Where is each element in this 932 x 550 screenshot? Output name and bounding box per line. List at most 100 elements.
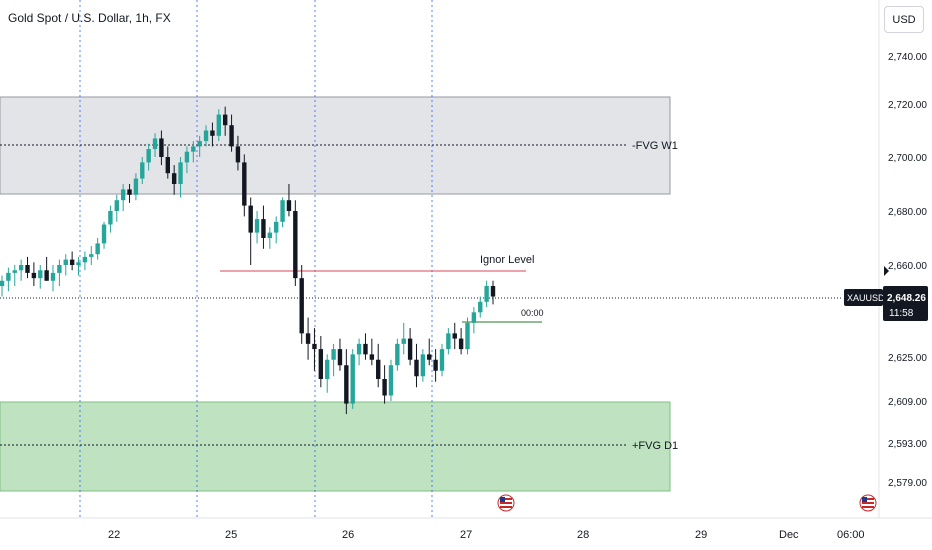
candle-body[interactable] [63, 259, 68, 265]
candle-body[interactable] [197, 141, 202, 147]
candle-body[interactable] [210, 130, 215, 136]
candle-body[interactable] [89, 254, 94, 257]
y-tick-label: 2,625.00 [888, 353, 927, 364]
x-tick-label: 26 [342, 529, 354, 541]
candle-body[interactable] [273, 221, 279, 233]
candle-body[interactable] [305, 333, 311, 344]
candle-body[interactable] [242, 162, 247, 206]
y-tick-label: 2,660.00 [888, 261, 927, 272]
candle-body[interactable] [152, 138, 158, 150]
candle-body[interactable] [216, 114, 222, 136]
candle-body[interactable] [140, 162, 145, 179]
y-tick-label: 2,579.00 [888, 478, 927, 489]
candle-body[interactable] [0, 280, 5, 287]
candle-body[interactable] [222, 114, 228, 126]
candle-body[interactable] [146, 149, 151, 163]
candle-body[interactable] [165, 157, 170, 174]
candle-body[interactable] [433, 359, 438, 371]
ignore-level-label: Ignor Level [480, 254, 534, 266]
candle-body[interactable] [420, 354, 426, 377]
candle-body[interactable] [280, 200, 285, 222]
candle-body[interactable] [114, 200, 119, 211]
candle-body[interactable] [108, 211, 113, 225]
candle-body[interactable] [50, 272, 56, 281]
candle-body[interactable] [57, 265, 62, 273]
x-tick-label: Dec [779, 529, 799, 541]
candle-body[interactable] [388, 365, 394, 396]
last-price-value: 2,648.26 [887, 293, 926, 304]
candle-body[interactable] [458, 338, 464, 350]
candle-body[interactable] [478, 301, 483, 313]
symbol-price-tag [844, 289, 883, 306]
candle-body[interactable] [350, 354, 355, 404]
candle-body[interactable] [401, 338, 406, 344]
candle-body[interactable] [363, 343, 368, 355]
x-tick-label: 29 [695, 529, 707, 541]
x-tick-label: 27 [460, 529, 472, 541]
us-flag-event-icon[interactable] [859, 494, 877, 512]
candle-body[interactable] [427, 354, 432, 360]
candle-body[interactable] [356, 343, 362, 355]
candle-body[interactable] [325, 359, 330, 379]
candle-body[interactable] [235, 146, 241, 163]
fvg-d1-zone [0, 401, 671, 492]
candle-body[interactable] [44, 270, 49, 281]
candle-body[interactable] [76, 262, 81, 265]
candle-body[interactable] [471, 312, 477, 323]
candle-body[interactable] [337, 349, 343, 366]
candle-body[interactable] [465, 322, 470, 350]
candle-body[interactable] [6, 272, 11, 281]
candle-body[interactable] [318, 349, 324, 379]
candle-body[interactable] [299, 278, 304, 334]
candle-body[interactable] [439, 349, 445, 371]
candle-body[interactable] [331, 349, 336, 360]
candle-body[interactable] [414, 359, 419, 377]
candle-body[interactable] [344, 365, 349, 404]
last-price-tag [883, 286, 928, 321]
candle-body[interactable] [484, 286, 489, 302]
candle-body[interactable] [191, 146, 196, 152]
candle-body[interactable] [452, 333, 457, 339]
candle-body[interactable] [203, 130, 209, 142]
candle-body[interactable] [184, 151, 190, 163]
fvg-w1-label: -FVG W1 [632, 140, 678, 152]
candle-body[interactable] [267, 232, 273, 238]
candle-body[interactable] [254, 219, 260, 233]
candle-body[interactable] [171, 173, 177, 184]
candle-body[interactable] [369, 354, 375, 360]
candle-body[interactable] [312, 343, 317, 350]
candle-body[interactable] [293, 211, 298, 279]
candle-body[interactable] [12, 270, 17, 273]
candle-body[interactable] [159, 138, 164, 157]
candle-body[interactable] [446, 333, 451, 350]
candle-body[interactable] [18, 265, 24, 271]
candle-body[interactable] [25, 265, 30, 273]
candle-body[interactable] [382, 379, 387, 396]
currency-button[interactable]: USD [884, 6, 924, 33]
candle-body[interactable] [395, 343, 400, 366]
candle-body[interactable] [376, 359, 381, 379]
candle-body[interactable] [101, 224, 107, 244]
candle-body[interactable] [229, 125, 234, 147]
candle-body[interactable] [286, 200, 292, 211]
candle-body[interactable] [95, 243, 100, 255]
candle-body[interactable] [120, 189, 126, 201]
candle-body[interactable] [69, 259, 75, 265]
us-flag-event-icon[interactable] [497, 494, 515, 512]
candle-body[interactable] [178, 162, 183, 184]
candle-body[interactable] [31, 272, 37, 279]
y-tick-label: 2,740.00 [888, 52, 927, 63]
alert-marker-icon[interactable] [884, 266, 889, 276]
candle-body[interactable] [82, 256, 88, 263]
candle-body[interactable] [133, 178, 139, 195]
candle-body[interactable] [490, 286, 496, 297]
candle-body[interactable] [261, 219, 266, 238]
candle-body[interactable] [407, 338, 413, 360]
candle-body[interactable] [38, 270, 43, 279]
y-tick-label: 2,700.00 [888, 153, 927, 164]
y-tick-label: 2,609.00 [888, 397, 927, 408]
candle-body[interactable] [127, 189, 132, 195]
candle-body[interactable] [248, 205, 253, 233]
